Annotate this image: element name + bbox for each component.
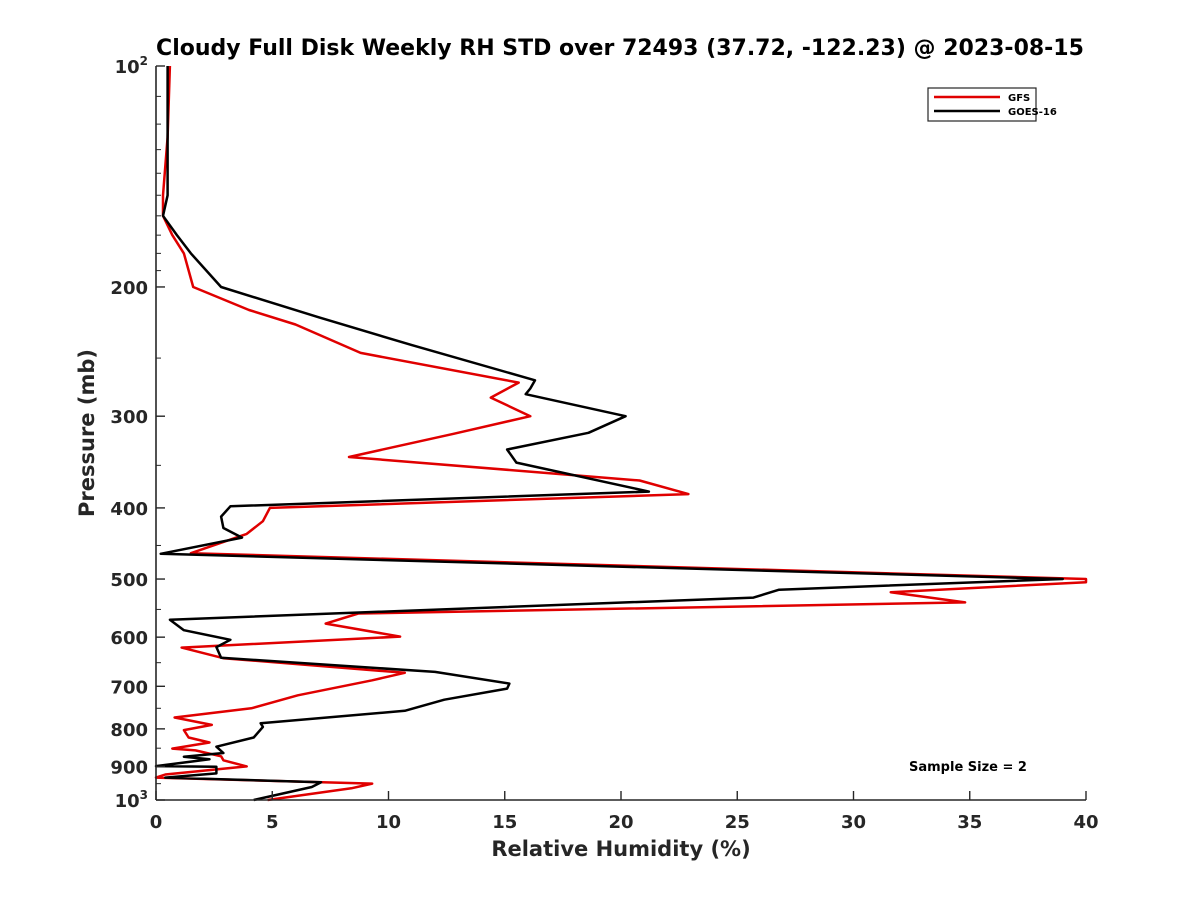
series-line-gfs <box>154 65 1088 802</box>
y-tick-label: 103 <box>115 788 148 812</box>
chart-title: Cloudy Full Disk Weekly RH STD over 7249… <box>156 36 1084 61</box>
legend-label-gfs: GFS <box>1008 93 1030 104</box>
x-tick-label: 35 <box>957 812 982 833</box>
x-tick-label: 15 <box>492 812 517 833</box>
y-tick-label: 600 <box>110 628 148 649</box>
y-tick-label: 700 <box>110 677 148 698</box>
x-tick-label: 30 <box>841 812 866 833</box>
series-layer <box>154 65 1088 802</box>
legend: GFS GOES-16 <box>927 87 1057 122</box>
y-axis-label: Pressure (mb) <box>75 349 99 517</box>
x-tick-label: 40 <box>1073 812 1098 833</box>
y-tick-label: 200 <box>110 278 148 299</box>
legend-box <box>927 87 1037 122</box>
series-line-goes16 <box>154 66 1065 802</box>
x-tick-label: 10 <box>376 812 401 833</box>
legend-label-goes16: GOES-16 <box>1008 107 1057 118</box>
sample-size-annotation: Sample Size = 2 <box>909 760 1027 775</box>
y-tick-label: 500 <box>110 570 148 591</box>
y-tick-label: 102 <box>115 54 148 78</box>
y-tick-label: 400 <box>110 499 148 520</box>
x-tick-label: 20 <box>608 812 633 833</box>
x-tick-label: 25 <box>725 812 750 833</box>
plot-area <box>156 66 1086 800</box>
y-tick-label: 300 <box>110 407 148 428</box>
x-tick-label: 0 <box>150 812 163 833</box>
x-tick-label: 5 <box>266 812 279 833</box>
y-tick-label: 900 <box>110 757 148 778</box>
x-ticks: 0 5 10 15 20 25 30 35 40 <box>150 791 1099 833</box>
x-axis-label: Relative Humidity (%) <box>491 837 750 861</box>
y-tick-label: 800 <box>110 720 148 741</box>
y-ticks: 102 200 300 400 500 600 700 800 900 103 <box>110 54 165 812</box>
